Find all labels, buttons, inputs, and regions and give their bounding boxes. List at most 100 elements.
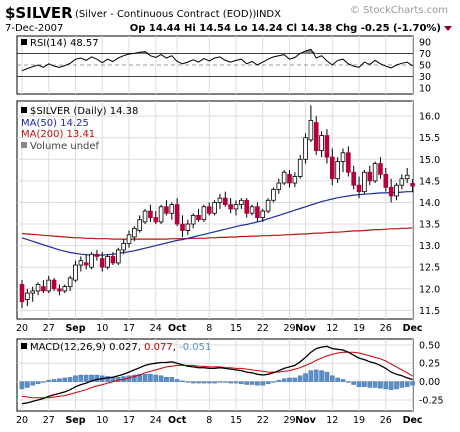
x-axis-label: 15: [230, 323, 242, 334]
candle-down: [378, 163, 383, 175]
x-axis-label: 26: [380, 415, 392, 426]
macd-histogram-bar: [367, 381, 373, 388]
candle-down: [206, 206, 212, 214]
candle-down: [164, 206, 169, 214]
candle-down: [19, 284, 25, 303]
candle-up: [121, 243, 126, 251]
x-axis-label: 27: [43, 323, 55, 334]
candle-down: [287, 173, 292, 184]
rsi-tick-label: 30: [419, 72, 431, 83]
candle-up: [30, 290, 35, 294]
candle-down: [222, 197, 228, 206]
macd-histogram-bar: [287, 377, 292, 382]
candle-up: [362, 171, 367, 193]
macd-histogram-bar: [83, 374, 89, 382]
candle-up: [169, 204, 175, 214]
x-axis-label: 15: [230, 415, 242, 426]
macd-histogram-bar: [51, 379, 57, 382]
candle-down: [228, 204, 233, 210]
macd-histogram-bar: [346, 381, 351, 383]
rsi-tick-label: 50: [419, 61, 431, 72]
macd-histogram-bar: [73, 375, 78, 382]
candle-down: [57, 288, 62, 292]
candle-up: [265, 199, 271, 212]
candle-up: [62, 286, 68, 292]
candle-up: [394, 184, 399, 197]
price-legend: $SILVER (Daily) 14.38 MA(50) 14.25 MA(20…: [21, 106, 138, 152]
macd-histogram-bar: [41, 381, 46, 383]
macd-histogram-bar: [212, 381, 217, 384]
macd-histogram-bar: [25, 381, 30, 388]
candle-up: [372, 163, 378, 182]
macd-legend-swatch: [21, 343, 27, 349]
macd-tick-label: 0.50: [419, 340, 440, 351]
candle-down: [351, 171, 356, 186]
macd-histogram-bar: [313, 369, 319, 382]
candle-up: [319, 135, 324, 152]
candle-up: [78, 260, 84, 266]
header-date: 7-Dec-2007: [5, 23, 63, 34]
candle-up: [126, 234, 132, 244]
ma50-legend: MA(50) 14.25: [21, 118, 89, 129]
volume-legend: Volume undef: [30, 141, 100, 152]
macd-legend-main: MACD(12,26,9) 0.027,: [30, 342, 144, 353]
candle-up: [271, 189, 276, 201]
macd-histogram-bar: [78, 374, 84, 382]
macd-histogram-bar: [201, 381, 207, 384]
symbol-description: (Silver - Continuous Contract (EOD)): [75, 9, 257, 20]
candle-up: [308, 120, 314, 141]
macd-histogram-bar: [57, 378, 62, 382]
candle-up: [292, 176, 298, 184]
ma200-legend: MA(200) 13.41: [21, 129, 95, 140]
candle-down: [148, 210, 153, 218]
candle-up: [239, 199, 244, 206]
macd-histogram-bar: [297, 375, 303, 382]
macd-histogram-bar: [164, 377, 169, 382]
x-axis-label: Oct: [168, 415, 187, 426]
price-tick-label: 11.5: [419, 306, 440, 317]
macd-histogram-bar: [89, 374, 94, 382]
macd-tick-label: 0.00: [419, 377, 440, 388]
candle-up: [67, 277, 73, 288]
x-axis-bottom: 20 27 Sep 10 17 24 Oct 8 15 22 29 Nov 12 19 26 Dec: [16, 415, 423, 426]
candle-up: [233, 204, 239, 210]
price-tick-label: 13.5: [419, 220, 440, 231]
x-axis-label: 17: [123, 415, 135, 426]
macd-panel: 0.50 0.25 0.00 -0.25 MACD(12,26,9) 0.027, 0…: [16, 338, 444, 412]
candle-up: [281, 171, 287, 184]
candle-down: [356, 184, 362, 193]
candle-up: [260, 210, 266, 218]
candle-up: [35, 284, 41, 292]
price-tick-label: 12.5: [419, 263, 440, 274]
x-axis-label: 22: [257, 323, 269, 334]
macd-hist-value: -0.051: [179, 342, 211, 353]
macd-histogram-bar: [94, 374, 100, 382]
candle-up: [303, 137, 308, 160]
watermark: © StockCharts.com: [350, 5, 448, 16]
x-axis-label: 29: [283, 323, 295, 334]
ma50-line: [21, 191, 413, 256]
x-axis-label: 24: [150, 415, 162, 426]
x-axis-label: 19: [353, 323, 365, 334]
rsi-tick-label: 90: [419, 37, 431, 48]
candle-up: [399, 178, 405, 186]
macd-histogram-bar: [399, 381, 405, 388]
rsi-overbought-fill: [305, 49, 311, 54]
candle-down: [51, 279, 57, 290]
macd-histogram-bar: [217, 381, 223, 383]
macd-histogram-bar: [185, 381, 191, 383]
macd-histogram-bar: [35, 381, 41, 385]
macd-histogram-bar: [319, 370, 324, 382]
candle-up: [212, 202, 217, 214]
macd-histogram-bar: [239, 381, 244, 385]
price-legend-swatch: [21, 107, 27, 113]
candle-up: [46, 279, 52, 292]
x-axis-label: 27: [43, 415, 55, 426]
price-tick-label: 14.5: [419, 176, 440, 187]
price-tick-label: 16.0: [419, 112, 440, 123]
macd-legend-sep: ,: [173, 342, 179, 353]
candle-up: [158, 206, 164, 223]
candle-up: [89, 253, 94, 268]
x-axis-label: 20: [16, 415, 28, 426]
